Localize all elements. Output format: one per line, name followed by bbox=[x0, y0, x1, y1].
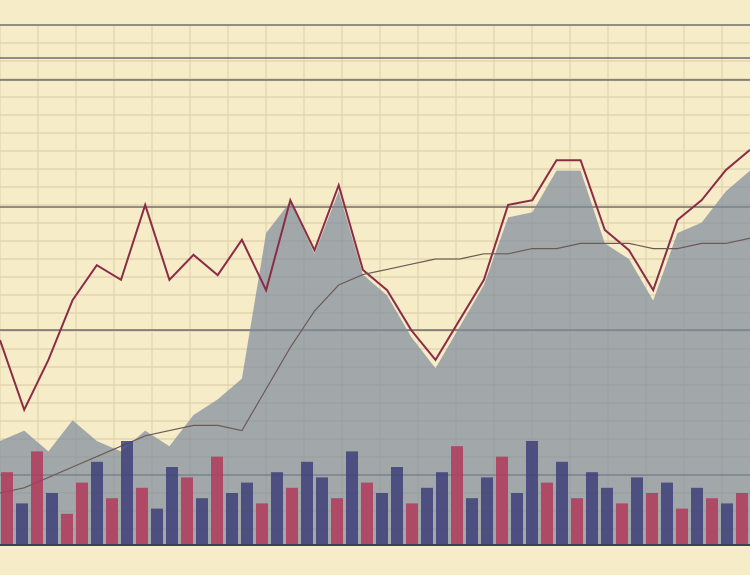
volume-bar bbox=[241, 482, 253, 545]
volume-bar bbox=[106, 498, 118, 545]
volume-bar bbox=[316, 477, 328, 545]
volume-bar bbox=[706, 498, 718, 545]
volume-bar bbox=[631, 477, 643, 545]
volume-bar bbox=[736, 493, 748, 545]
volume-bar bbox=[346, 451, 358, 545]
volume-bar bbox=[76, 482, 88, 545]
volume-bar bbox=[196, 498, 208, 545]
volume-bar bbox=[406, 503, 418, 545]
volume-bar bbox=[676, 508, 688, 545]
volume-bar bbox=[46, 493, 58, 545]
volume-bar bbox=[331, 498, 343, 545]
volume-bar bbox=[466, 498, 478, 545]
volume-bar bbox=[361, 482, 373, 545]
volume-bar bbox=[391, 467, 403, 545]
volume-bar bbox=[526, 441, 538, 545]
volume-bar bbox=[721, 503, 733, 545]
volume-bar bbox=[256, 503, 268, 545]
volume-bar bbox=[61, 513, 73, 545]
volume-bar bbox=[211, 456, 223, 545]
volume-bar bbox=[586, 472, 598, 545]
volume-bar bbox=[436, 472, 448, 545]
volume-bar bbox=[226, 493, 238, 545]
volume-bar bbox=[571, 498, 583, 545]
volume-bar bbox=[646, 493, 658, 545]
volume-bar bbox=[691, 487, 703, 545]
volume-bar bbox=[601, 487, 613, 545]
volume-bar bbox=[661, 482, 673, 545]
volume-bar bbox=[181, 477, 193, 545]
volume-bar bbox=[481, 477, 493, 545]
volume-bar bbox=[421, 487, 433, 545]
area bbox=[0, 170, 750, 545]
volume-bar bbox=[16, 503, 28, 545]
volume-bar bbox=[616, 503, 628, 545]
volume-bar bbox=[151, 508, 163, 545]
volume-bar bbox=[496, 456, 508, 545]
line bbox=[0, 149, 750, 413]
volume-bar bbox=[511, 493, 523, 545]
volume-bar bbox=[541, 482, 553, 545]
volume-bar bbox=[301, 461, 313, 545]
volume-bar bbox=[1, 472, 13, 545]
volume-bar bbox=[91, 461, 103, 545]
volume-bar bbox=[121, 441, 133, 545]
volume-bar bbox=[286, 487, 298, 545]
volume-bar bbox=[166, 467, 178, 545]
volume-bar bbox=[31, 451, 43, 545]
volume-bar bbox=[136, 487, 148, 545]
volume-bar bbox=[451, 446, 463, 545]
volume-bar bbox=[271, 472, 283, 545]
volume-bar bbox=[556, 461, 568, 545]
volume-bar bbox=[376, 493, 388, 545]
